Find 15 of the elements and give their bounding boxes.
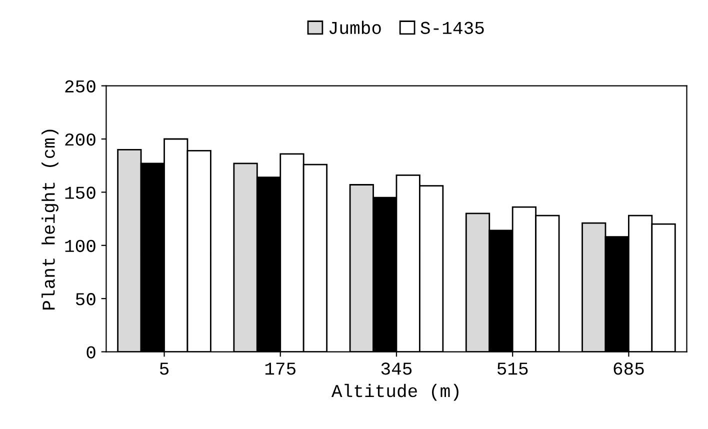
- x-tick-label: 5: [160, 362, 169, 375]
- y-tick-label: 150: [65, 186, 96, 199]
- y-tick-label: 50: [76, 293, 96, 306]
- y-axis-title: Plant height (cm): [42, 130, 58, 310]
- y-tick-label: 0: [86, 346, 96, 358]
- legend-label: S-1435: [420, 22, 484, 34]
- legend-label: Jumbo: [329, 20, 381, 34]
- y-tick-label: 100: [65, 240, 96, 252]
- y-tick-label: 200: [65, 133, 96, 146]
- x-tick-label: 515: [497, 362, 528, 375]
- x-axis-title: Altitude (m): [331, 384, 458, 401]
- y-tick-label: 250: [65, 80, 96, 93]
- x-tick-label: 685: [614, 362, 644, 375]
- x-tick-label: 175: [265, 362, 296, 375]
- x-tick-label: 345: [381, 362, 412, 375]
